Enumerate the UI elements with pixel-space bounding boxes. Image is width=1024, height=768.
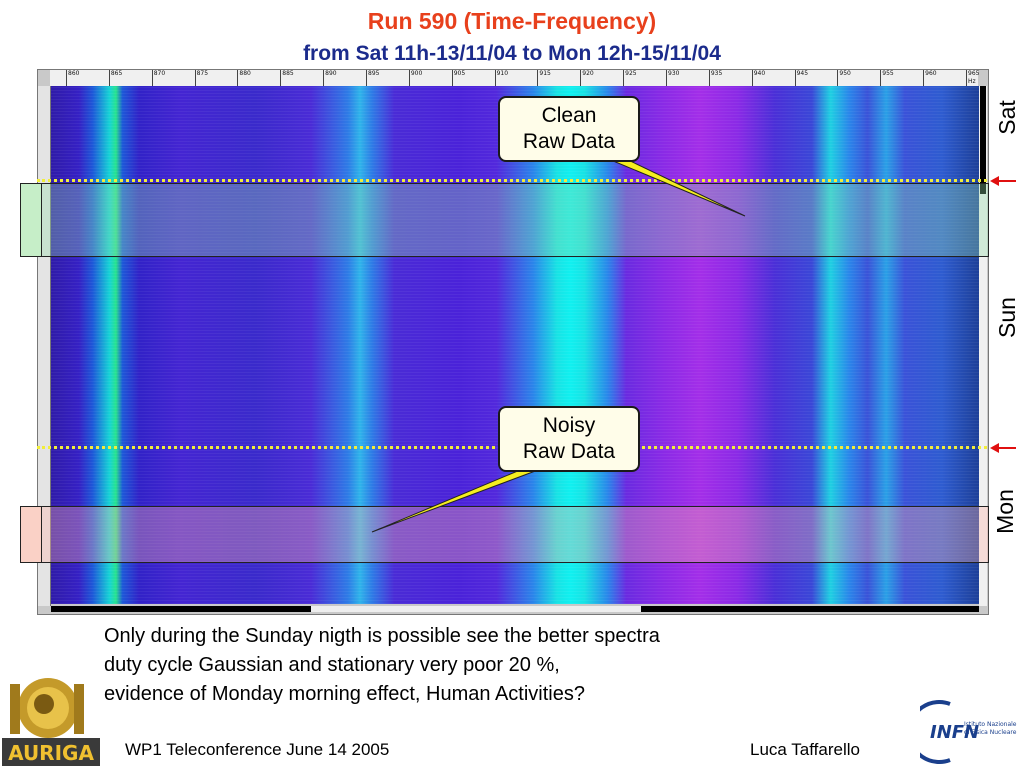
frequency-tick-label: 910: [494, 70, 508, 86]
scroll-indicator-bar: [51, 606, 979, 612]
note-line: evidence of Monday morning effect, Human…: [104, 683, 585, 705]
infn-logo-subtext-2: di Fisica Nucleare: [964, 729, 1017, 736]
auriga-logo-text: AURIGA: [8, 741, 94, 765]
frequency-tick-label: 860: [66, 70, 79, 86]
noisy-callout: Noisy Raw Data: [498, 406, 640, 472]
clean-data-band: [20, 183, 989, 257]
frequency-tick-label: 895: [366, 70, 379, 86]
frequency-tick-label: 940: [751, 70, 765, 86]
bottom-segment-left: [51, 606, 311, 612]
infn-logo: INFN Istituto Nazionale di Fisica Nuclea…: [920, 700, 1017, 764]
slide-title: Run 590 (Time-Frequency): [367, 8, 657, 34]
frequency-tick-label: 930: [666, 70, 679, 86]
frequency-tick-label: 890: [323, 70, 337, 86]
clean-callout: Clean Raw Data: [498, 96, 640, 162]
note-line: Only during the Sunday nigth is possible…: [104, 625, 660, 647]
frequency-tick-label: 955: [880, 70, 894, 86]
frequency-tick-label: 915: [537, 70, 551, 86]
frequency-tick-label: 905: [451, 70, 465, 86]
frequency-tick-label: 945: [794, 70, 808, 86]
day-label-mon: Mon: [991, 489, 1018, 534]
frequency-tick-label: 935: [708, 70, 722, 86]
frequency-tick-label: 885: [280, 70, 294, 86]
day-segment-sat: [980, 86, 986, 194]
frequency-tick-label: 965 Hz: [966, 70, 980, 86]
frequency-tick-label: 875: [194, 70, 208, 86]
footer-event: WP1 Teleconference June 14 2005: [125, 740, 390, 759]
frequency-tick-label: 870: [151, 70, 165, 86]
noisy-data-band: [20, 506, 989, 563]
dotted-line-sunday-start: [37, 179, 987, 182]
clean-callout-line2: Raw Data: [522, 130, 616, 153]
slide-subtitle: from Sat 11h-13/11/04 to Mon 12h-15/11/0…: [303, 42, 721, 65]
day-label-sat: Sat: [993, 100, 1020, 135]
clean-callout-line1: Clean: [541, 104, 597, 127]
day-label-sun: Sun: [993, 297, 1020, 338]
frequency-tick-label: 960: [923, 70, 937, 86]
frequency-tick-label: 920: [580, 70, 594, 86]
slide-note: Only during the Sunday nigth is possible…: [104, 622, 864, 709]
clean-band-marker: [20, 183, 42, 257]
frequency-tick-label: 925: [623, 70, 637, 86]
bottom-segment-right: [641, 606, 979, 612]
noisy-band-marker: [20, 506, 42, 563]
frequency-tick-label: 880: [237, 70, 251, 86]
spectrogram-image: [51, 86, 979, 604]
noisy-callout-line2: Raw Data: [522, 440, 616, 463]
sunday-arrow-icon: [990, 176, 1016, 186]
frequency-tick-label: 950: [837, 70, 851, 86]
monday-arrow-icon: [990, 443, 1016, 453]
infn-logo-text: INFN: [930, 722, 979, 743]
frequency-ruler: 860 865 870 875 880 885 890 895 900 905 910 915 920 9…: [50, 70, 980, 87]
auriga-logo: AURIGA: [2, 678, 100, 766]
note-line: duty cycle Gaussian and stationary very …: [104, 654, 560, 676]
frequency-tick-label: 865: [108, 70, 122, 86]
footer-author: Luca Taffarello: [750, 740, 860, 759]
noisy-callout-line1: Noisy: [542, 414, 596, 437]
day-indicator-bar: [979, 86, 987, 606]
frequency-tick-label: 900: [408, 70, 422, 86]
infn-logo-subtext-1: Istituto Nazionale: [964, 721, 1017, 728]
